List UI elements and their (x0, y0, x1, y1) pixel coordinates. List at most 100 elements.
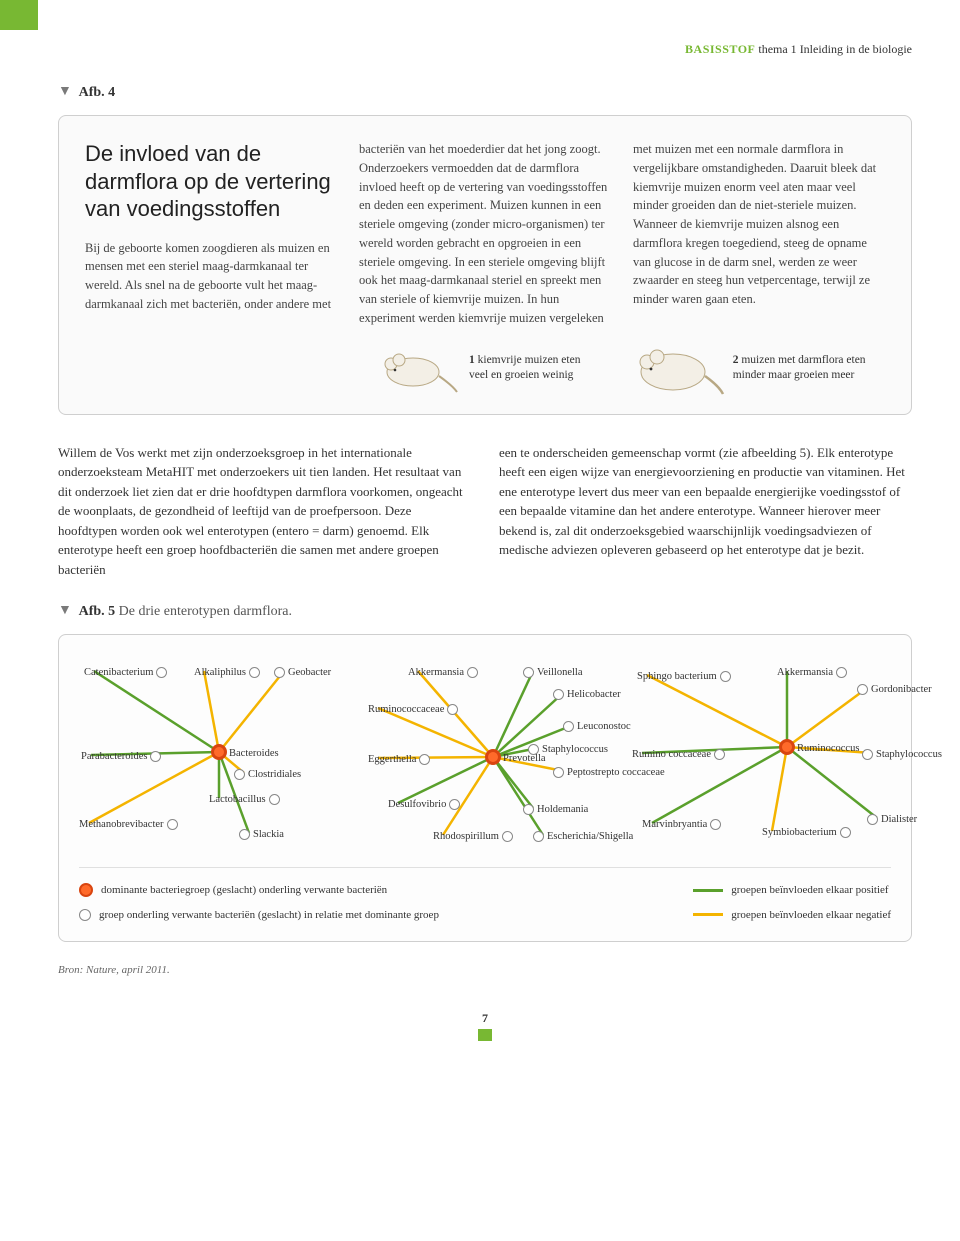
node-label: Escherichia/Shigella (547, 829, 633, 845)
node-icon (79, 909, 91, 921)
hub-icon (79, 883, 93, 897)
network-node: Geobacter (274, 665, 331, 681)
cluster: Prevotella Akkermansia Veillonella Ruminoco… (353, 657, 617, 847)
node-label: Slackia (253, 827, 284, 843)
legend-left: dominante bacteriegroep (geslacht) onder… (79, 882, 439, 923)
node-label: Rhodospirillum (433, 829, 499, 845)
network-node: Staphylococcus (862, 747, 942, 763)
node-circle-icon (867, 814, 878, 825)
mouse-icon (627, 340, 725, 396)
node-label: Helicobacter (567, 687, 621, 703)
node-circle-icon (239, 829, 250, 840)
node-circle-icon (714, 749, 725, 760)
mouse-caption-2: 2 muizen met darmflora eten minder maar … (733, 353, 885, 383)
afb5-label-text: Afb. 5 (79, 604, 116, 619)
page-content: BASISSTOF thema 1 Inleiding in de biolog… (0, 0, 960, 1071)
mouse-icon (373, 342, 461, 394)
network-node: Symbiobacterium (762, 825, 851, 841)
node-circle-icon (467, 667, 478, 678)
node-circle-icon (710, 819, 721, 830)
node-label: Dialister (881, 812, 917, 828)
mid-left: Willem de Vos werkt met zijn onderzoeksg… (58, 443, 471, 580)
header-title: Inleiding in de biologie (800, 42, 912, 56)
network-node: Leuconostoc (563, 719, 631, 735)
triangle-icon: ▼ (58, 81, 72, 102)
network-node: Slackia (239, 827, 284, 843)
network-node: Ruminococcaceae (368, 702, 458, 718)
legend-neg-text: groepen beïnvloeden elkaar negatief (731, 907, 891, 924)
legend-circ-row: groep onderling verwante bacteriën (gesl… (79, 907, 439, 924)
node-circle-icon (234, 769, 245, 780)
node-label: Methanobrevibacter (79, 817, 164, 833)
node-circle-icon (269, 794, 280, 805)
header-basisstof: BASISSTOF (685, 42, 755, 56)
node-circle-icon (862, 749, 873, 760)
hub-label: Ruminococcus (797, 741, 859, 757)
header-thema: thema 1 (758, 42, 796, 56)
node-label: Catenibacterium (84, 665, 153, 681)
network-node: Alkaliphilus (194, 665, 260, 681)
network-node: Akkermansia (408, 665, 478, 681)
mid-right: een te onderscheiden gemeenschap vormt (… (499, 443, 912, 580)
node-label: Sphingo bacterium (637, 669, 717, 685)
mouse-block-2: 2 muizen met darmflora eten minder maar … (627, 340, 885, 396)
triangle-icon: ▼ (58, 600, 72, 621)
hub-node (211, 744, 227, 760)
node-label: Lactobacillus (209, 792, 266, 808)
node-label: Staphylococcus (542, 742, 608, 758)
node-circle-icon (563, 721, 574, 732)
network-node: Methanobrevibacter (79, 817, 178, 833)
network-node: Veillonella (523, 665, 583, 681)
network-node: Marvinbryantia (642, 817, 721, 833)
cluster: Bacteroides Catenibacterium Alkaliphilus Ge… (79, 657, 343, 847)
page-header: BASISSTOF thema 1 Inleiding in de biolog… (58, 40, 912, 58)
node-circle-icon (836, 667, 847, 678)
network-node: Rhodospirillum (433, 829, 513, 845)
network-node: Desulfovibrio (388, 797, 460, 813)
node-circle-icon (249, 667, 260, 678)
enterotype-diagram: Bacteroides Catenibacterium Alkaliphilus Ge… (58, 634, 912, 942)
network-node: Escherichia/Shigella (533, 829, 633, 845)
afb5-label: ▼ Afb. 5 De drie enterotypen darmflora. (58, 601, 912, 622)
node-label: Geobacter (288, 665, 331, 681)
network-node: Peptostrepto coccaceae (553, 765, 665, 781)
mice-illustration: 1 kiemvrije muizen eten veel en groeien … (85, 340, 885, 396)
node-label: Staphylococcus (876, 747, 942, 763)
network-node: Helicobacter (553, 687, 621, 703)
legend-hub-text: dominante bacteriegroep (geslacht) onder… (101, 882, 387, 899)
hub-label: Bacteroides (229, 746, 279, 762)
afb4-box: De invloed van de darmflora op de verter… (58, 115, 912, 415)
node-circle-icon (523, 667, 534, 678)
node-circle-icon (502, 831, 513, 842)
legend-neg-row: groepen beïnvloeden elkaar negatief (693, 907, 891, 924)
legend-right: groepen beïnvloeden elkaar positief groe… (693, 882, 891, 923)
legend-pos-row: groepen beïnvloeden elkaar positief (693, 882, 891, 899)
hub-label: Prevotella (503, 751, 546, 767)
network-node: Akkermansia (777, 665, 847, 681)
page-number-bar (478, 1029, 492, 1041)
network-node: Lactobacillus (209, 792, 280, 808)
network-node: Parabacteroides (81, 749, 161, 765)
network-node: Holdemania (523, 802, 588, 818)
node-label: Rumino coccaceae (632, 747, 711, 763)
legend-circ-text: groep onderling verwante bacteriën (gesl… (99, 907, 439, 924)
legend: dominante bacteriegroep (geslacht) onder… (79, 867, 891, 923)
afb4-title: De invloed van de darmflora op de verter… (85, 140, 337, 223)
node-circle-icon (167, 819, 178, 830)
node-label: Desulfovibrio (388, 797, 446, 813)
hub-node (779, 739, 795, 755)
cluster: Ruminococcus Sphingo bacterium Akkermansia… (627, 657, 891, 847)
network-node: Catenibacterium (84, 665, 167, 681)
node-circle-icon (156, 667, 167, 678)
network-node: Rumino coccaceae (632, 747, 725, 763)
network-node: Sphingo bacterium (637, 669, 731, 685)
node-label: Peptostrepto coccaceae (567, 765, 665, 781)
node-circle-icon (523, 804, 534, 815)
node-label: Eggerthella (368, 752, 416, 768)
node-label: Gordonibacter (871, 682, 932, 698)
mouse-caption-1: 1 kiemvrije muizen eten veel en groeien … (469, 353, 597, 383)
node-circle-icon (150, 751, 161, 762)
node-label: Symbiobacterium (762, 825, 837, 841)
node-label: Ruminococcaceae (368, 702, 444, 718)
node-label: Alkaliphilus (194, 665, 246, 681)
